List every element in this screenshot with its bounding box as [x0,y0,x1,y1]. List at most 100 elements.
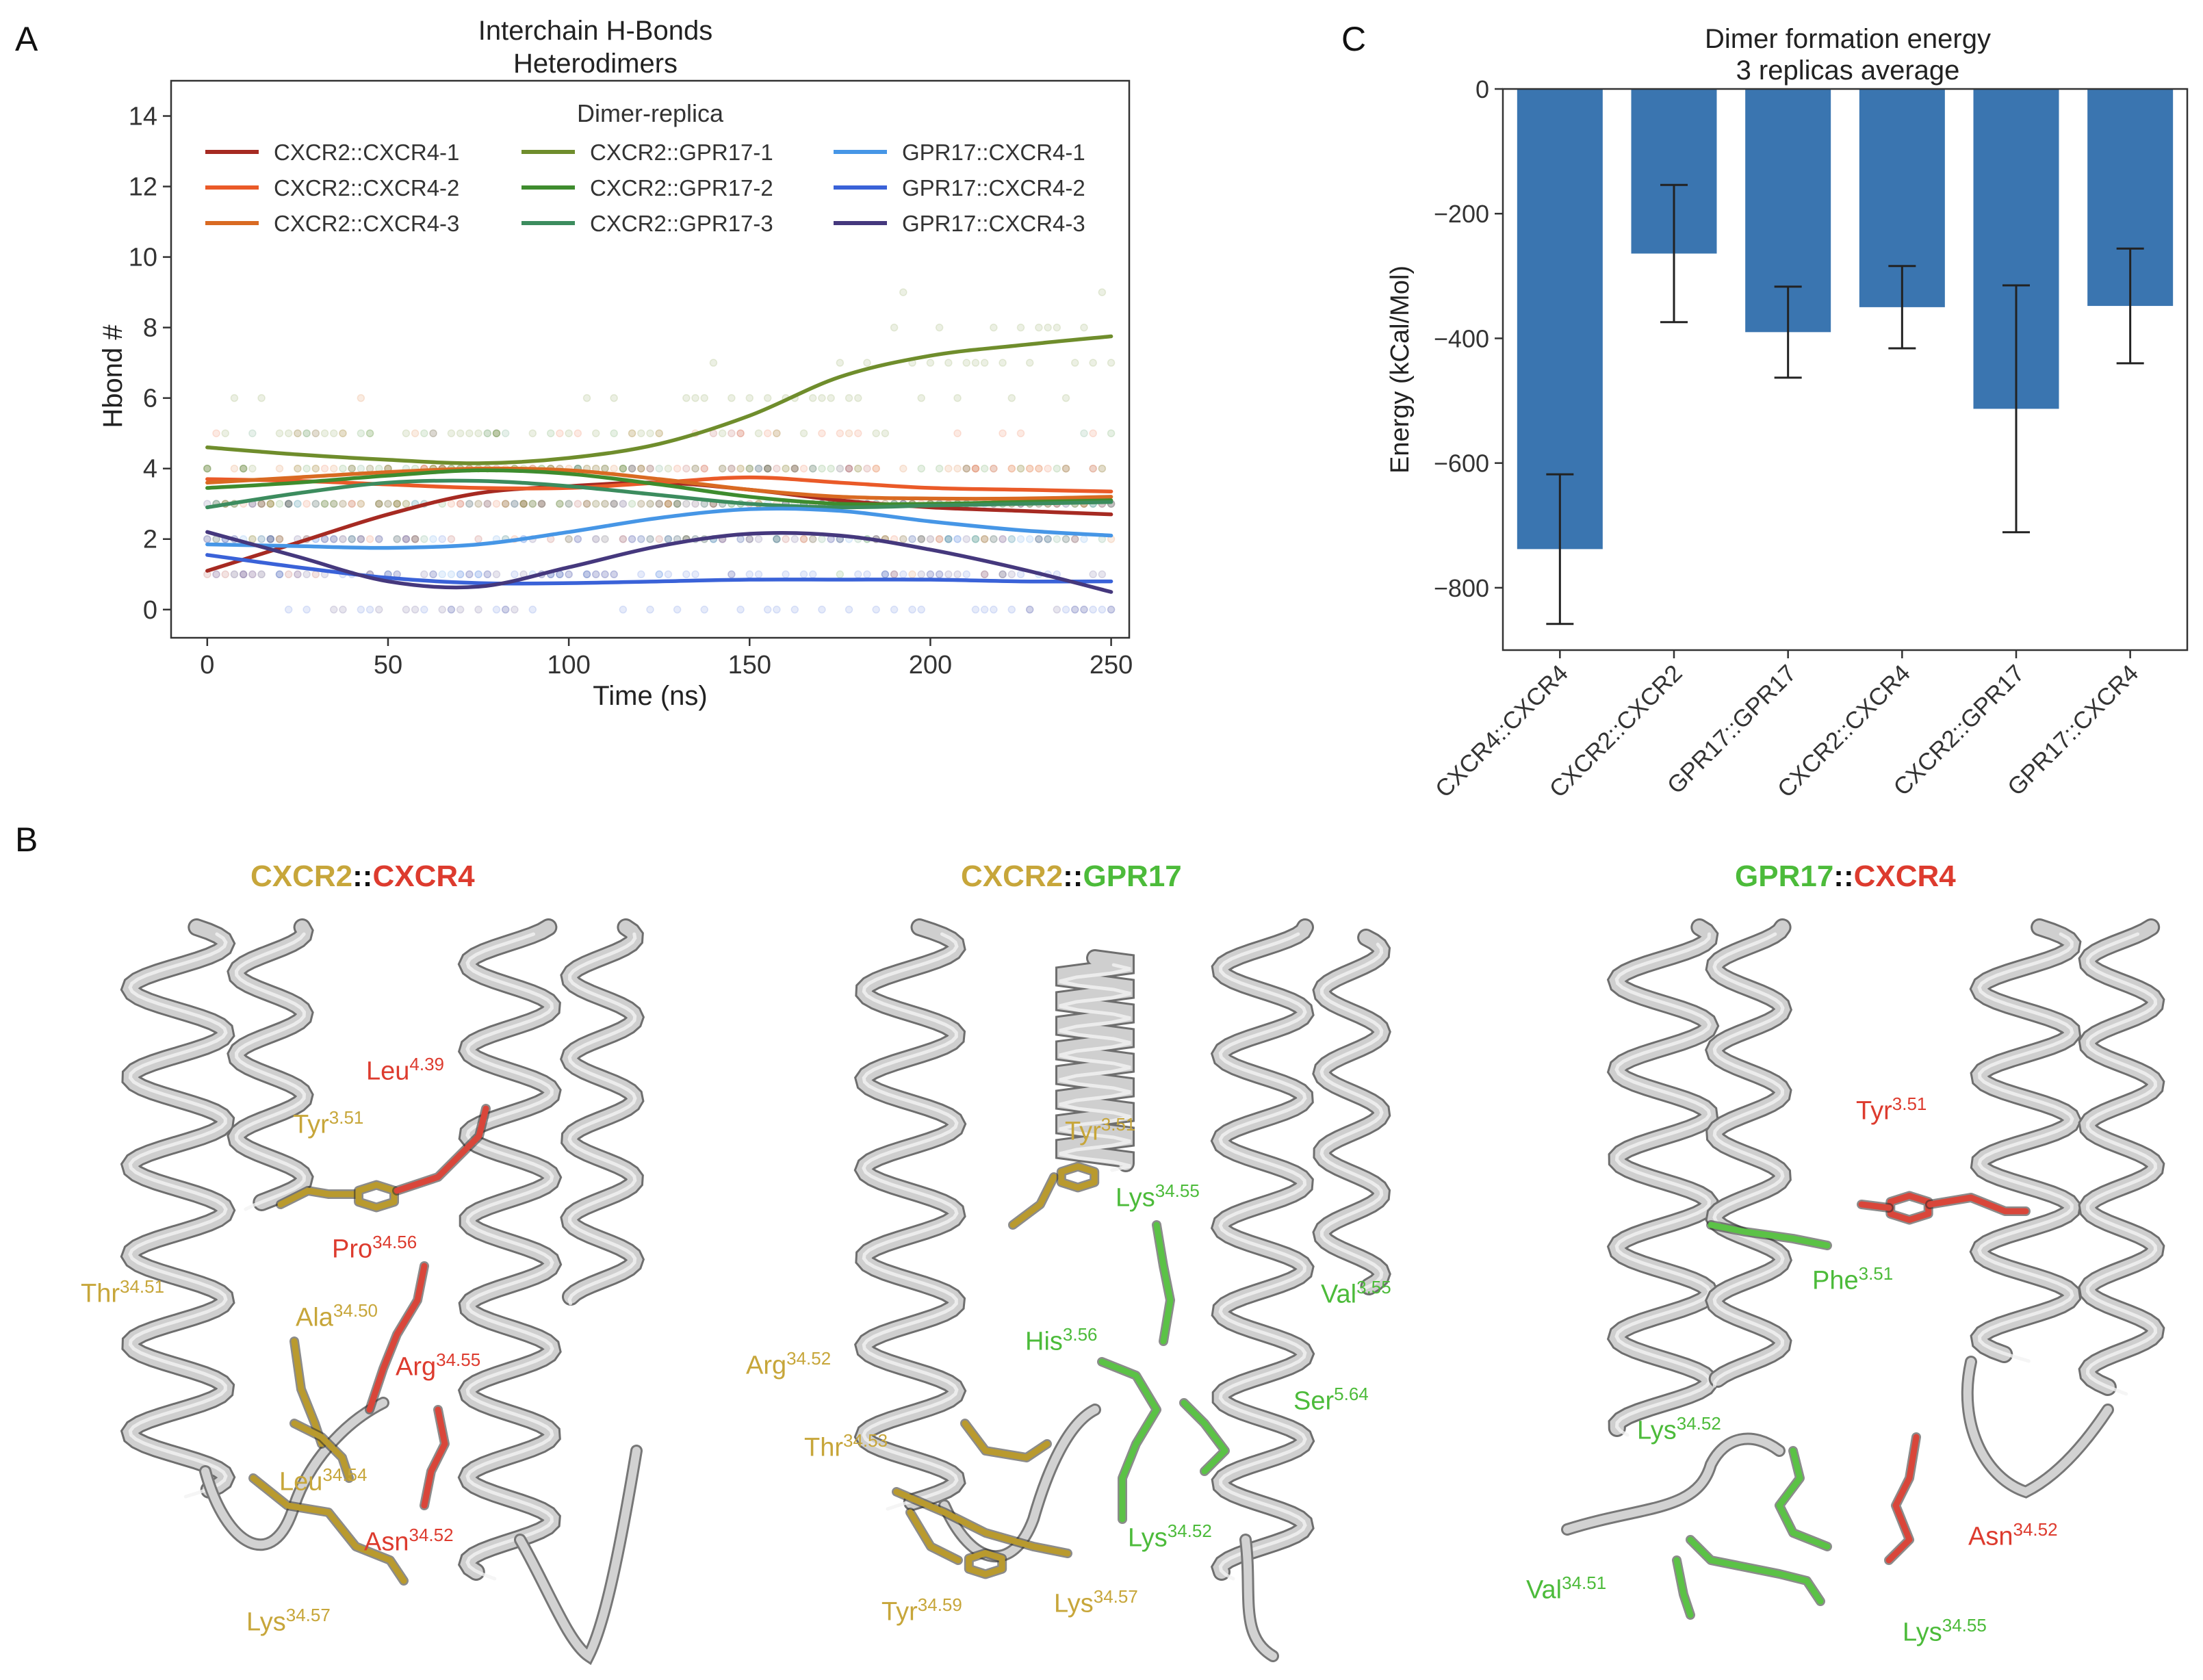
loop-ribbon [940,1406,1099,1561]
scatter-point [944,534,953,543]
scatter-point [266,534,275,543]
scatter-point [1080,606,1088,614]
scatter-point [275,570,284,579]
scatter-point [565,500,573,508]
scatter-point [854,429,862,437]
scatter-point [637,534,645,543]
scatter-point [565,570,573,579]
scatter-point [601,500,609,508]
scatter-point [257,534,266,543]
scatter-point [999,570,1007,579]
scatter-point [375,606,383,614]
residue-sticks [248,1104,2031,1620]
scatter-point [962,464,971,473]
scatter-point [1007,606,1016,614]
legend-label: GPR17::CXCR4-1 [902,140,1085,165]
residue-label: Phe3.51 [1812,1263,1894,1295]
scatter-point [203,464,211,473]
residue-stick [1885,1434,1920,1564]
scatter-point [1089,464,1097,473]
scatter-point [294,429,302,437]
scatter-point [917,534,925,543]
scatter-point [320,464,329,473]
scatter-point [971,464,980,473]
scatter-point [908,534,916,543]
scatter-point [953,534,962,543]
scatter-point [1089,359,1097,367]
scatter-point [682,393,691,402]
scatter-point [474,606,482,614]
scatter-point [465,500,474,508]
scatter-point [348,500,356,508]
scatter-point [999,570,1007,579]
scatter-point [420,534,428,543]
scatter-point [917,606,925,614]
scatter-point [763,464,772,473]
scatter-point [745,464,754,473]
scatter-point [294,429,302,437]
series-line [205,334,1113,465]
scatter-point [908,534,916,543]
scatter-point [483,429,492,437]
chart-subtitle: 3 replicas average [1736,55,1960,86]
scatter-point [420,570,428,579]
scatter-point [447,606,456,614]
scatter-point [339,429,347,437]
scatter-point [664,534,673,543]
y-tick-label: 6 [143,385,157,413]
scatter-point [1071,606,1079,614]
title-part: :: [352,860,373,893]
scatter-point [845,606,853,614]
scatter-point [646,464,654,473]
scatter-point [501,500,510,508]
scatter-point [429,570,437,579]
scatter-point [393,500,401,508]
scatter-point [980,534,989,543]
scatter-point [763,393,772,402]
scatter-point [682,500,691,508]
scatter-point [438,606,446,614]
scatter-point [718,429,727,437]
scatter-point [1080,606,1088,614]
scatter-point [447,429,456,437]
scatter-point [302,464,311,473]
scatter-point [1007,534,1016,543]
scatter-point [799,464,808,473]
scatter-point [962,464,971,473]
scatter-point [782,534,790,543]
scatter-point [637,570,645,579]
hbond-series-lines [205,334,1113,594]
scatter-point [628,429,636,437]
scatter-point [601,570,609,579]
scatter-point [619,464,628,473]
scatter-point [827,464,835,473]
plot-frame [1502,88,2189,651]
scatter-point [556,500,564,508]
scatter-point [763,464,772,473]
scatter-point [294,500,302,508]
scatter-point [962,359,971,367]
scatter-point [628,500,636,508]
scatter-point [239,464,248,473]
scatter-point [953,464,962,473]
scatter-point [1053,464,1061,473]
scatter-point [953,393,962,402]
scatter-point [384,500,392,508]
scatter-point [284,500,293,508]
residue-label: Pro34.56 [332,1232,417,1264]
scatter-point [727,570,736,579]
scatter-point [790,464,799,473]
scatter-point [727,464,736,473]
scatter-point [655,429,663,437]
scatter-point [899,534,907,543]
scatter-point [375,500,383,508]
scatter-point [610,500,618,508]
chart-title: Interchain H-Bonds [478,16,712,46]
scatter-point [230,393,239,402]
scatter-point [863,464,871,473]
residue-stick [1153,1222,1174,1345]
scatter-point [483,429,492,437]
scatter-point [763,464,772,473]
scatter-point [754,534,763,543]
scatter-point [673,500,682,508]
